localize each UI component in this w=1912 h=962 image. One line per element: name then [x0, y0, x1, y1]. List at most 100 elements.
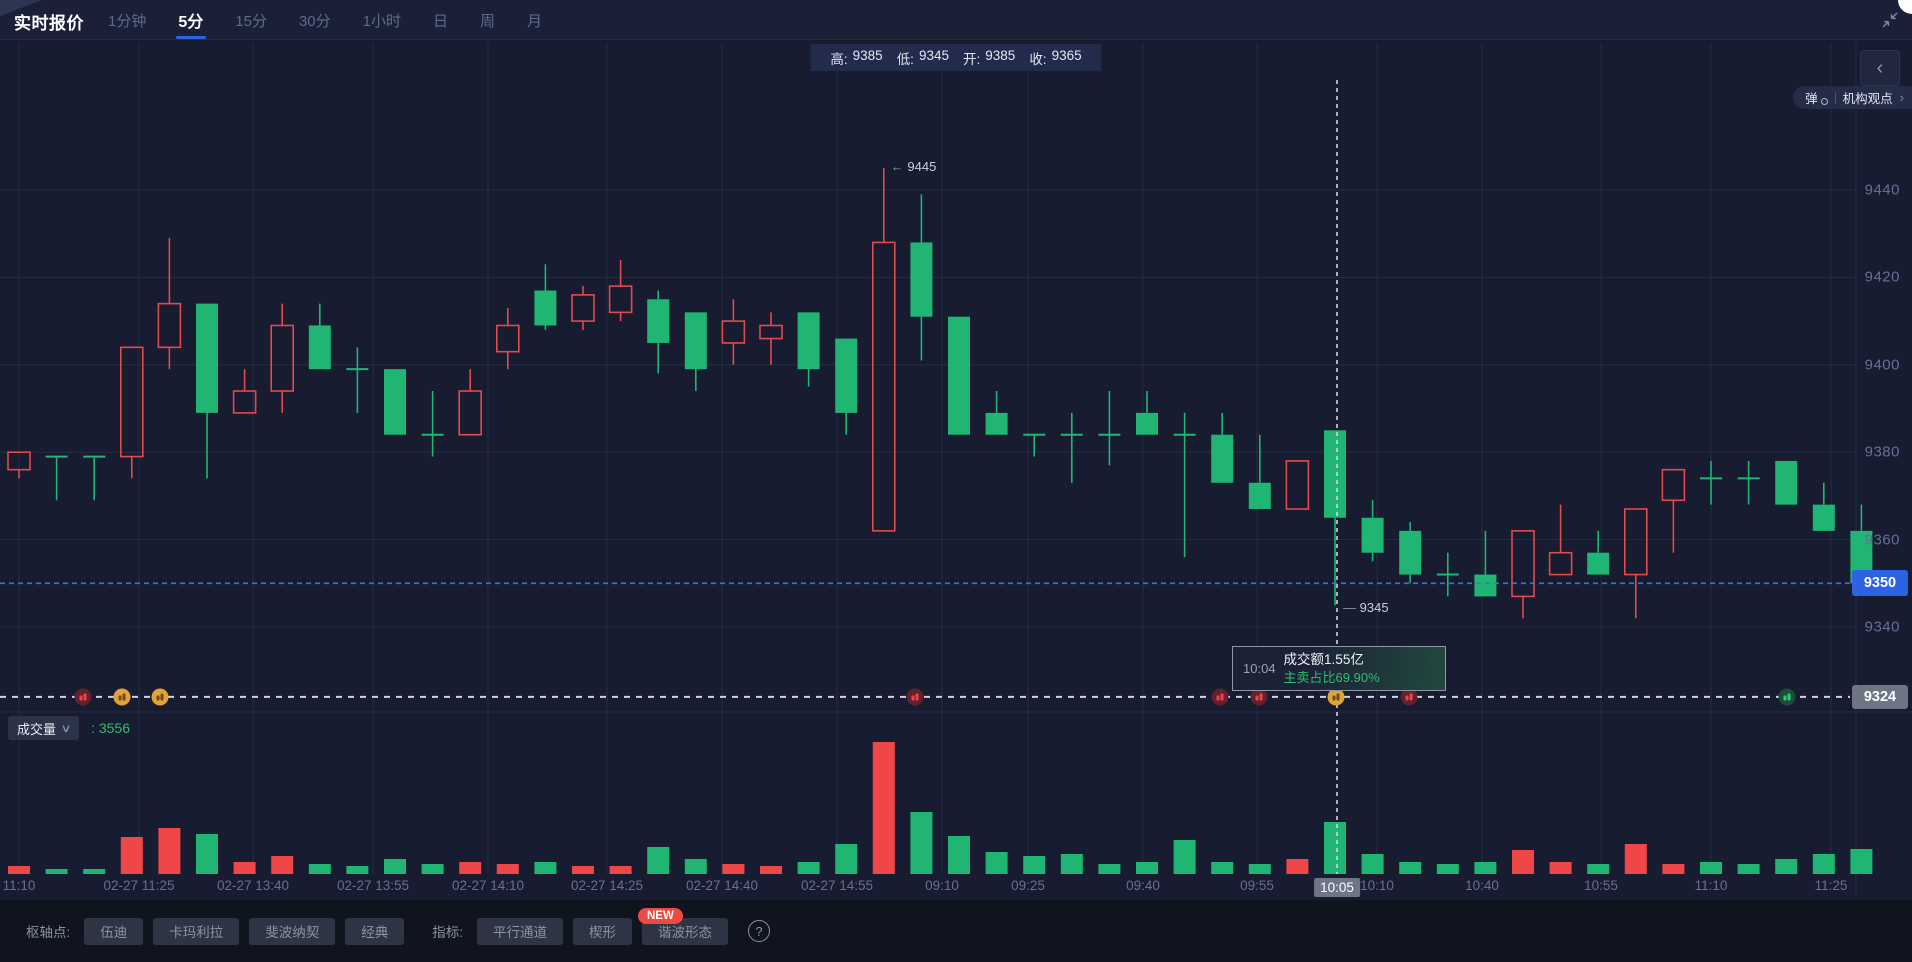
volume-bar-40[interactable] [1512, 850, 1534, 874]
candle-43[interactable] [1624, 508, 1648, 576]
candle-30[interactable] [1136, 412, 1158, 435]
volume-bar-35[interactable] [1324, 822, 1346, 874]
candle-32[interactable] [1211, 434, 1234, 483]
volume-bar-16[interactable] [609, 866, 632, 874]
volume-bar-3[interactable] [120, 837, 143, 874]
volume-bar-5[interactable] [196, 834, 218, 874]
candle-21[interactable] [797, 312, 820, 370]
volume-bar-24[interactable] [910, 812, 933, 874]
tab-interval-7[interactable]: 月 [527, 12, 543, 30]
volume-bar-11[interactable] [421, 864, 444, 874]
volume-bar-10[interactable] [384, 859, 406, 874]
candle-12[interactable] [458, 390, 483, 436]
candle-15[interactable] [571, 294, 595, 322]
event-marker-gold-1[interactable] [113, 688, 131, 706]
volume-bar-34[interactable] [1286, 859, 1309, 874]
candle-40[interactable] [1511, 530, 1535, 598]
candle-23[interactable] [871, 241, 896, 532]
volume-bar-2[interactable] [83, 869, 106, 874]
candle-18[interactable] [684, 312, 707, 370]
volume-bar-25[interactable] [948, 836, 970, 874]
candle-24[interactable] [910, 242, 933, 317]
volume-indicator-dropdown[interactable]: 成交量 ∨ [8, 716, 80, 740]
volume-bar-48[interactable] [1812, 854, 1835, 874]
indicator-button-0[interactable]: 平行通道 [477, 917, 564, 945]
candle-34[interactable] [1285, 460, 1310, 510]
tab-interval-2[interactable]: 15分 [235, 12, 267, 30]
event-marker-red-5[interactable] [1250, 688, 1268, 706]
volume-bar-21[interactable] [797, 862, 820, 874]
volume-bar-20[interactable] [760, 866, 782, 874]
candle-14[interactable] [534, 290, 557, 326]
candle-13[interactable] [495, 324, 520, 353]
volume-bar-47[interactable] [1775, 859, 1798, 874]
tab-interval-3[interactable]: 30分 [298, 12, 331, 30]
volume-bar-28[interactable] [1060, 854, 1083, 874]
tab-interval-4[interactable]: 1小时 [362, 12, 401, 30]
candle-10[interactable] [384, 369, 406, 435]
candle-19[interactable] [721, 320, 746, 344]
candle-3[interactable] [120, 346, 144, 458]
candle-33[interactable] [1248, 482, 1271, 510]
volume-bar-18[interactable] [684, 859, 707, 874]
volume-bar-32[interactable] [1211, 862, 1234, 874]
event-marker-red-7[interactable] [1400, 688, 1418, 706]
volume-bar-26[interactable] [985, 852, 1008, 874]
collapse-diagonal-icon[interactable] [1878, 8, 1902, 32]
volume-bar-27[interactable] [1023, 856, 1046, 874]
candle-39[interactable] [1474, 574, 1497, 597]
volume-bar-9[interactable] [346, 866, 369, 874]
candle-20[interactable] [759, 324, 783, 340]
candle-25[interactable] [948, 316, 970, 435]
event-marker-green-8[interactable] [1778, 688, 1796, 706]
volume-bar-4[interactable] [158, 828, 181, 874]
candle-16[interactable] [608, 285, 633, 314]
event-marker-red-0[interactable] [74, 688, 92, 706]
pivot-button-2[interactable]: 斐波纳契 [249, 917, 336, 945]
candle-26[interactable] [985, 412, 1008, 435]
volume-bar-22[interactable] [835, 844, 858, 874]
candle-47[interactable] [1775, 460, 1798, 505]
volume-bar-13[interactable] [496, 864, 519, 874]
volume-bar-8[interactable] [308, 864, 331, 874]
candle-42[interactable] [1587, 552, 1610, 575]
volume-bar-36[interactable] [1361, 854, 1384, 874]
volume-bar-23[interactable] [872, 742, 895, 874]
candle-7[interactable] [270, 324, 295, 392]
volume-bar-15[interactable] [572, 866, 594, 874]
volume-bar-39[interactable] [1474, 862, 1497, 874]
event-marker-gold-2[interactable] [151, 688, 169, 706]
candle-5[interactable] [196, 303, 218, 413]
candle-48[interactable] [1812, 504, 1835, 531]
candle-4[interactable] [157, 302, 182, 349]
candle-17[interactable] [647, 299, 670, 343]
candle-0[interactable] [7, 451, 31, 471]
event-marker-red-4[interactable] [1211, 688, 1229, 706]
volume-bar-29[interactable] [1098, 864, 1121, 874]
candle-22[interactable] [835, 338, 858, 413]
volume-bar-49[interactable] [1850, 849, 1873, 874]
volume-bar-1[interactable] [45, 869, 68, 874]
event-marker-red-3[interactable] [906, 688, 924, 706]
pivot-button-1[interactable]: 卡玛利拉 [153, 917, 240, 945]
volume-bar-33[interactable] [1248, 864, 1271, 874]
pivot-button-3[interactable]: 经典 [345, 917, 405, 945]
insight-pill[interactable]: 弹 机构观点 › [1793, 86, 1912, 109]
volume-bar-38[interactable] [1436, 864, 1459, 874]
volume-bar-30[interactable] [1136, 862, 1158, 874]
indicator-button-2[interactable]: 谐波形态 [642, 917, 729, 945]
volume-bar-45[interactable] [1700, 862, 1722, 874]
help-icon[interactable]: ? [748, 920, 771, 942]
volume-bar-19[interactable] [722, 864, 745, 874]
event-marker-gold-6[interactable] [1327, 688, 1345, 706]
candle-35[interactable] [1324, 430, 1346, 518]
institution-view-link[interactable]: 机构观点 [1842, 92, 1893, 106]
candle-37[interactable] [1399, 530, 1422, 575]
volume-bar-12[interactable] [459, 862, 482, 874]
candle-41[interactable] [1548, 551, 1573, 576]
candle-44[interactable] [1661, 468, 1686, 502]
volume-bar-43[interactable] [1624, 844, 1647, 874]
candle-8[interactable] [308, 325, 331, 370]
candle-49[interactable] [1850, 530, 1873, 584]
